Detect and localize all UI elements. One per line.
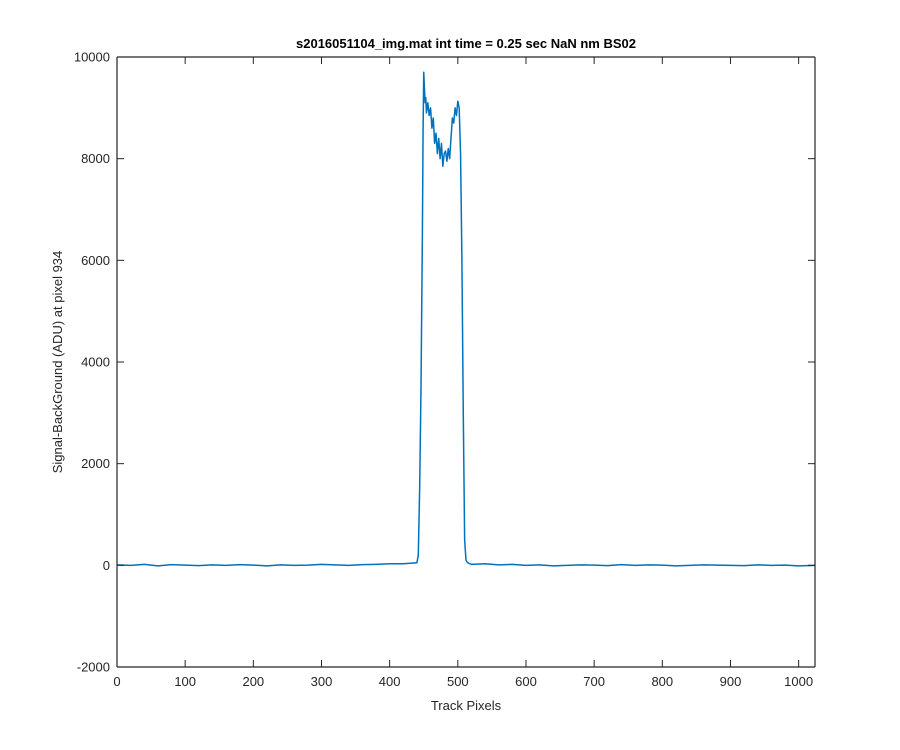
x-tick-label: 0 (113, 674, 120, 689)
x-tick-label: 100 (174, 674, 196, 689)
y-tick-label: 6000 (81, 253, 110, 268)
x-tick-label: 400 (379, 674, 401, 689)
y-tick-label: 10000 (74, 50, 110, 65)
x-tick-label: 500 (447, 674, 469, 689)
x-tick-label: 200 (242, 674, 264, 689)
x-tick-label: 800 (651, 674, 673, 689)
y-tick-label: 0 (103, 558, 110, 573)
y-tick-label: 8000 (81, 151, 110, 166)
y-tick-label: -2000 (77, 660, 110, 675)
plot-area (117, 57, 815, 667)
x-tick-label: 300 (311, 674, 333, 689)
chart-title: s2016051104_img.mat int time = 0.25 sec … (296, 36, 636, 51)
y-tick-label: 4000 (81, 355, 110, 370)
y-axis-title: Signal-BackGround (ADU) at pixel 934 (50, 251, 65, 474)
x-tick-label: 600 (515, 674, 537, 689)
ticks-layer: 0 100 200 300 400 500 600 700 800 900 1000-2000020… (74, 50, 815, 689)
y-tick-label: 2000 (81, 456, 110, 471)
x-tick-label: 1000 (784, 674, 813, 689)
x-axis-title: Track Pixels (431, 698, 502, 713)
x-tick-label: 700 (583, 674, 605, 689)
series-line-0 (116, 71, 816, 567)
x-tick-label: 900 (720, 674, 742, 689)
series-layer (116, 71, 816, 567)
